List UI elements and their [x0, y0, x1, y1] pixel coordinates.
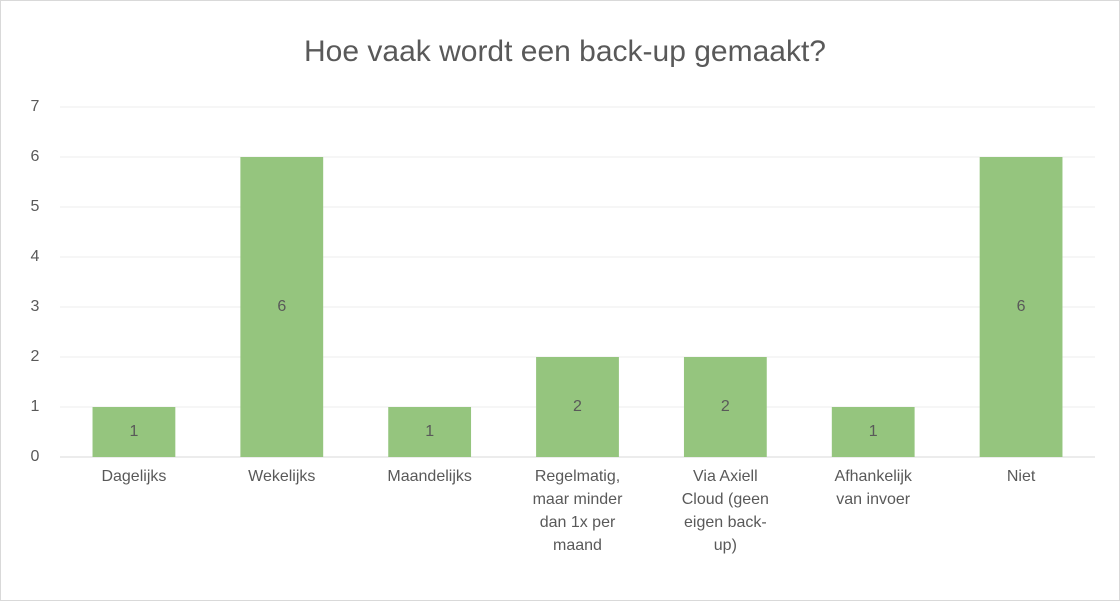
bar: [979, 157, 1063, 457]
x-tick-label: Wekelijks: [248, 468, 316, 485]
x-tick-label: Via Axiell Cloud (geen eigen back-up): [681, 468, 769, 554]
bar: [683, 357, 767, 457]
y-tick-label: 3: [31, 298, 40, 315]
data-label: 1: [129, 423, 138, 440]
bar: [536, 357, 619, 457]
y-tick-label: 6: [31, 148, 40, 165]
chart-title: Hoe vaak wordt een back-up gemaakt?: [304, 35, 826, 68]
x-tick-label: Maandelijks: [387, 468, 472, 485]
data-label: 6: [277, 298, 286, 315]
bar: [92, 407, 176, 457]
bar: [831, 407, 915, 457]
y-tick-label: 7: [31, 98, 40, 115]
data-label: 2: [573, 398, 582, 415]
y-tick-label: 0: [31, 448, 40, 465]
x-tick-label: Afhankelijk van invoer: [834, 468, 912, 508]
data-label: 6: [1017, 298, 1026, 315]
y-tick-label: 1: [31, 398, 40, 415]
y-tick-label: 5: [31, 198, 40, 215]
x-tick-label: Dagelijks: [101, 468, 167, 485]
data-label: 2: [721, 398, 730, 415]
x-tick-label: Regelmatig, maar minder dan 1x per maand: [532, 468, 623, 554]
data-label: 1: [869, 423, 878, 440]
x-tick-label: Niet: [1006, 468, 1036, 485]
y-tick-label: 4: [31, 248, 40, 265]
data-label: 1: [425, 423, 434, 440]
y-tick-label: 2: [31, 348, 40, 365]
bar: [240, 157, 324, 457]
bar: [388, 407, 472, 457]
